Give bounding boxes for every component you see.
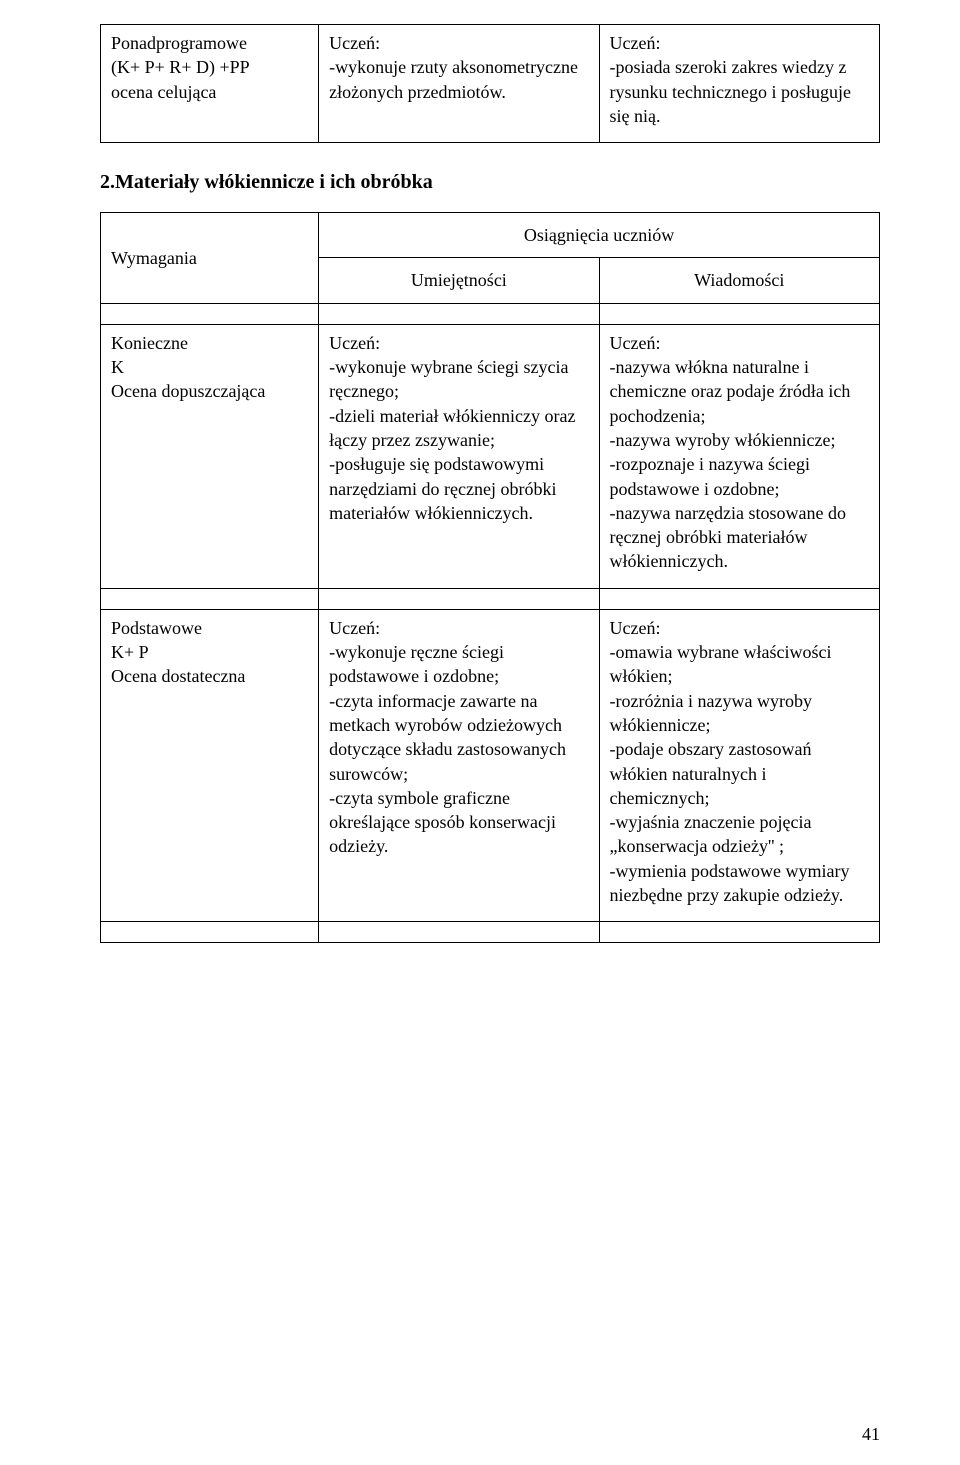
header-achievements: Osiągnięcia uczniów xyxy=(319,213,880,258)
cell-knowledge: Uczeń:-posiada szeroki zakres wiedzy z r… xyxy=(599,25,879,143)
cell-level: Ponadprogramowe(K+ P+ R+ D) +PPocena cel… xyxy=(101,25,319,143)
cell-skill: Uczeń:-wykonuje wybrane ściegi szycia rę… xyxy=(319,324,599,588)
table-header-row: Wymagania Osiągnięcia uczniów xyxy=(101,213,880,258)
cell-blank xyxy=(101,922,319,943)
main-table: Wymagania Osiągnięcia uczniów Umiejętnoś… xyxy=(100,212,880,943)
header-skills: Umiejętności xyxy=(319,258,599,303)
table-row: Ponadprogramowe(K+ P+ R+ D) +PPocena cel… xyxy=(101,25,880,143)
cell-blank xyxy=(319,303,599,324)
cell-blank xyxy=(101,588,319,609)
header-requirements: Wymagania xyxy=(101,213,319,304)
cell-blank xyxy=(319,588,599,609)
cell-level: PodstawoweK+ POcena dostateczna xyxy=(101,609,319,922)
page-number: 41 xyxy=(862,1424,880,1445)
table-row-blank xyxy=(101,922,880,943)
cell-skill: Uczeń:-wykonuje rzuty aksonometryczne zł… xyxy=(319,25,599,143)
section-heading: 2.Materiały włókiennicze i ich obróbka xyxy=(100,171,880,194)
header-knowledge: Wiadomości xyxy=(599,258,879,303)
cell-knowledge: Uczeń:-omawia wybrane właściwości włókie… xyxy=(599,609,879,922)
cell-blank xyxy=(599,588,879,609)
cell-blank xyxy=(599,922,879,943)
page: Ponadprogramowe(K+ P+ R+ D) +PPocena cel… xyxy=(0,0,960,1465)
cell-knowledge: Uczeń:-nazywa włókna naturalne i chemicz… xyxy=(599,324,879,588)
cell-skill: Uczeń:-wykonuje ręczne ściegi podstawowe… xyxy=(319,609,599,922)
cell-blank xyxy=(599,303,879,324)
cell-blank xyxy=(101,303,319,324)
table-row-blank xyxy=(101,303,880,324)
table-row: PodstawoweK+ POcena dostateczna Uczeń:-w… xyxy=(101,609,880,922)
cell-level: KonieczneKOcena dopuszczająca xyxy=(101,324,319,588)
table-row: KonieczneKOcena dopuszczająca Uczeń:-wyk… xyxy=(101,324,880,588)
table-row-blank xyxy=(101,588,880,609)
top-table: Ponadprogramowe(K+ P+ R+ D) +PPocena cel… xyxy=(100,24,880,143)
cell-blank xyxy=(319,922,599,943)
